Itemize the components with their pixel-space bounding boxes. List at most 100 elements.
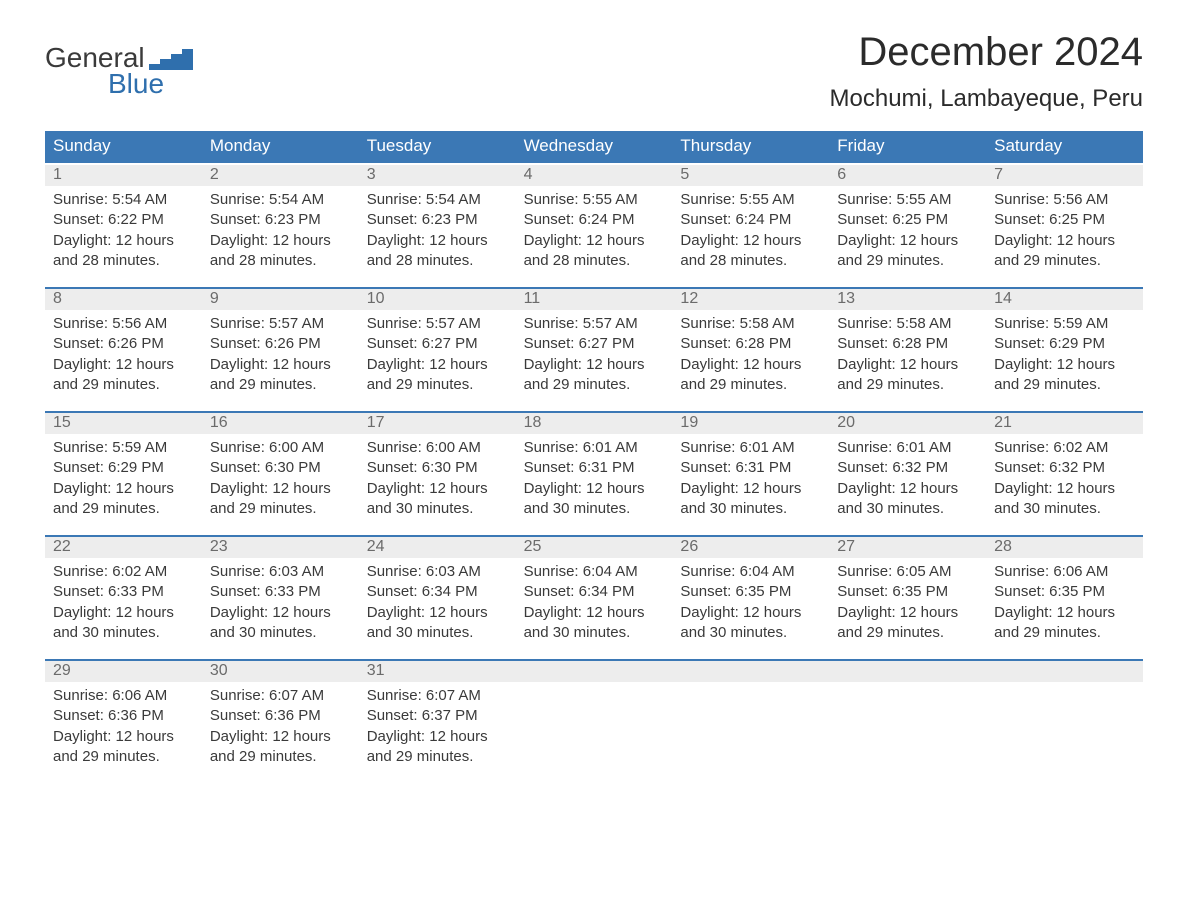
sunrise-text: Sunrise: 6:06 AM	[53, 686, 194, 706]
daylight-text-1: Daylight: 12 hours	[53, 231, 194, 251]
day-number: 28	[986, 537, 1143, 558]
weekday-header: Wednesday	[516, 131, 673, 163]
day-number	[829, 661, 986, 682]
daylight-text-2: and 28 minutes.	[680, 251, 821, 271]
day-info-cell: Sunrise: 6:01 AMSunset: 6:32 PMDaylight:…	[829, 434, 986, 533]
daylight-text-2: and 30 minutes.	[837, 499, 978, 519]
sunrise-text: Sunrise: 5:58 AM	[680, 314, 821, 334]
sunset-text: Sunset: 6:34 PM	[524, 582, 665, 602]
daylight-text-2: and 29 minutes.	[53, 375, 194, 395]
daylight-text-1: Daylight: 12 hours	[367, 479, 508, 499]
day-info-cell: Sunrise: 6:06 AMSunset: 6:36 PMDaylight:…	[45, 682, 202, 781]
day-number: 7	[986, 165, 1143, 186]
daylight-text-2: and 30 minutes.	[680, 499, 821, 519]
day-info-cell: Sunrise: 6:02 AMSunset: 6:33 PMDaylight:…	[45, 558, 202, 657]
day-info-cell: Sunrise: 5:54 AMSunset: 6:23 PMDaylight:…	[202, 186, 359, 285]
daylight-text-2: and 30 minutes.	[524, 623, 665, 643]
day-number: 19	[672, 413, 829, 434]
calendar-week: 22232425262728Sunrise: 6:02 AMSunset: 6:…	[45, 535, 1143, 657]
weekday-header: Friday	[829, 131, 986, 163]
day-number: 24	[359, 537, 516, 558]
day-info-cell: Sunrise: 5:58 AMSunset: 6:28 PMDaylight:…	[829, 310, 986, 409]
daylight-text-1: Daylight: 12 hours	[994, 603, 1135, 623]
sunset-text: Sunset: 6:30 PM	[367, 458, 508, 478]
sunrise-text: Sunrise: 5:57 AM	[524, 314, 665, 334]
day-number	[516, 661, 673, 682]
daylight-text-2: and 30 minutes.	[367, 499, 508, 519]
day-number: 29	[45, 661, 202, 682]
day-info-row: Sunrise: 6:02 AMSunset: 6:33 PMDaylight:…	[45, 558, 1143, 657]
sunrise-text: Sunrise: 6:07 AM	[210, 686, 351, 706]
sunset-text: Sunset: 6:26 PM	[53, 334, 194, 354]
sunset-text: Sunset: 6:32 PM	[994, 458, 1135, 478]
day-info-cell: Sunrise: 6:03 AMSunset: 6:33 PMDaylight:…	[202, 558, 359, 657]
daylight-text-1: Daylight: 12 hours	[837, 603, 978, 623]
sunrise-text: Sunrise: 6:01 AM	[837, 438, 978, 458]
daylight-text-1: Daylight: 12 hours	[524, 355, 665, 375]
sunrise-text: Sunrise: 6:00 AM	[367, 438, 508, 458]
sunrise-text: Sunrise: 5:57 AM	[367, 314, 508, 334]
daylight-text-1: Daylight: 12 hours	[680, 479, 821, 499]
sunrise-text: Sunrise: 5:59 AM	[53, 438, 194, 458]
daylight-text-2: and 29 minutes.	[367, 375, 508, 395]
day-info-cell: Sunrise: 5:58 AMSunset: 6:28 PMDaylight:…	[672, 310, 829, 409]
day-number: 1	[45, 165, 202, 186]
daylight-text-1: Daylight: 12 hours	[210, 603, 351, 623]
sunset-text: Sunset: 6:27 PM	[367, 334, 508, 354]
sunrise-text: Sunrise: 6:00 AM	[210, 438, 351, 458]
daylight-text-1: Daylight: 12 hours	[680, 355, 821, 375]
day-info-cell: Sunrise: 6:04 AMSunset: 6:34 PMDaylight:…	[516, 558, 673, 657]
daylight-text-1: Daylight: 12 hours	[53, 479, 194, 499]
day-info-cell: Sunrise: 5:55 AMSunset: 6:25 PMDaylight:…	[829, 186, 986, 285]
sunset-text: Sunset: 6:25 PM	[994, 210, 1135, 230]
day-number: 11	[516, 289, 673, 310]
day-number: 15	[45, 413, 202, 434]
day-number: 31	[359, 661, 516, 682]
day-info-cell: Sunrise: 6:07 AMSunset: 6:37 PMDaylight:…	[359, 682, 516, 781]
daylight-text-2: and 30 minutes.	[994, 499, 1135, 519]
day-info-cell: Sunrise: 5:57 AMSunset: 6:26 PMDaylight:…	[202, 310, 359, 409]
weekday-header: Tuesday	[359, 131, 516, 163]
day-number-row: 22232425262728	[45, 537, 1143, 558]
daylight-text-2: and 28 minutes.	[524, 251, 665, 271]
day-number: 5	[672, 165, 829, 186]
daylight-text-2: and 29 minutes.	[680, 375, 821, 395]
daylight-text-2: and 29 minutes.	[994, 375, 1135, 395]
weekday-header: Sunday	[45, 131, 202, 163]
daylight-text-1: Daylight: 12 hours	[524, 231, 665, 251]
daylight-text-1: Daylight: 12 hours	[994, 231, 1135, 251]
sunrise-text: Sunrise: 6:01 AM	[680, 438, 821, 458]
sunrise-text: Sunrise: 6:05 AM	[837, 562, 978, 582]
sunrise-text: Sunrise: 5:55 AM	[524, 190, 665, 210]
location-label: Mochumi, Lambayeque, Peru	[830, 85, 1144, 113]
sunset-text: Sunset: 6:35 PM	[994, 582, 1135, 602]
day-info-cell: Sunrise: 6:00 AMSunset: 6:30 PMDaylight:…	[359, 434, 516, 533]
daylight-text-1: Daylight: 12 hours	[524, 479, 665, 499]
day-number: 12	[672, 289, 829, 310]
daylight-text-1: Daylight: 12 hours	[994, 355, 1135, 375]
sunset-text: Sunset: 6:22 PM	[53, 210, 194, 230]
daylight-text-2: and 29 minutes.	[367, 747, 508, 767]
day-info-cell: Sunrise: 6:04 AMSunset: 6:35 PMDaylight:…	[672, 558, 829, 657]
day-number: 14	[986, 289, 1143, 310]
sunset-text: Sunset: 6:28 PM	[680, 334, 821, 354]
daylight-text-2: and 28 minutes.	[53, 251, 194, 271]
day-info-row: Sunrise: 5:54 AMSunset: 6:22 PMDaylight:…	[45, 186, 1143, 285]
daylight-text-1: Daylight: 12 hours	[210, 355, 351, 375]
sunrise-text: Sunrise: 6:04 AM	[524, 562, 665, 582]
day-info-cell: Sunrise: 6:02 AMSunset: 6:32 PMDaylight:…	[986, 434, 1143, 533]
day-number: 10	[359, 289, 516, 310]
sunrise-text: Sunrise: 6:02 AM	[53, 562, 194, 582]
day-info-cell	[986, 682, 1143, 781]
day-info-cell: Sunrise: 5:59 AMSunset: 6:29 PMDaylight:…	[986, 310, 1143, 409]
day-number-row: 891011121314	[45, 289, 1143, 310]
calendar: Sunday Monday Tuesday Wednesday Thursday…	[45, 131, 1143, 781]
daylight-text-2: and 28 minutes.	[367, 251, 508, 271]
day-number: 21	[986, 413, 1143, 434]
day-number-row: 293031	[45, 661, 1143, 682]
day-number-row: 1234567	[45, 165, 1143, 186]
day-info-row: Sunrise: 5:59 AMSunset: 6:29 PMDaylight:…	[45, 434, 1143, 533]
calendar-header-row: Sunday Monday Tuesday Wednesday Thursday…	[45, 131, 1143, 163]
daylight-text-2: and 29 minutes.	[994, 623, 1135, 643]
daylight-text-1: Daylight: 12 hours	[837, 355, 978, 375]
